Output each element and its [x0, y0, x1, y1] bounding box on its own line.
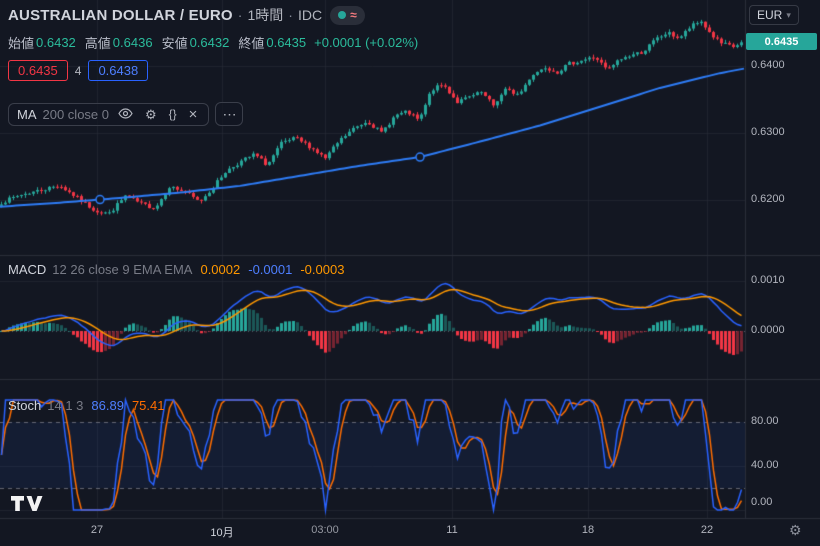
stoch-k-value: 86.89	[91, 398, 124, 413]
delayed-data-icon: ≈	[350, 8, 357, 22]
more-options-button[interactable]: ⋯	[215, 102, 244, 126]
ohlc-row: 始値 0.6432 高値 0.6436 安値 0.6432 終値 0.6435 …	[8, 33, 418, 52]
tradingview-logo[interactable]	[10, 494, 44, 518]
time-axis-label: 10月	[210, 527, 234, 539]
high-value: 0.6436	[112, 35, 153, 50]
macd-signal-value: -0.0003	[300, 262, 345, 277]
change-value: +0.0001 (+0.02%)	[314, 35, 419, 50]
stoch-axis-label: 0.00	[751, 496, 773, 508]
ma-name: MA	[17, 106, 37, 122]
timezone-settings-gear-icon[interactable]: ⚙	[789, 522, 802, 538]
high-label: 高値	[84, 36, 111, 51]
eye-icon[interactable]	[115, 107, 136, 121]
current-price-badge: 0.6435	[746, 33, 817, 50]
stoch-legend-row: Stoch 14 1 3 86.89 75.41	[8, 398, 165, 413]
macd-line-value: -0.0001	[248, 262, 293, 277]
interval-label[interactable]: 1時間	[247, 7, 284, 23]
stoch-name[interactable]: Stoch	[8, 398, 42, 413]
open-value: 0.6432	[36, 35, 76, 50]
stoch-params: 14 1 3	[47, 398, 84, 413]
spread-value: 4	[74, 63, 82, 78]
close-icon[interactable]: ×	[188, 105, 198, 123]
ma-legend-group[interactable]: MA 200 close 0 ⚙ {} ×	[8, 102, 210, 126]
currency-axis-button[interactable]: EUR ▾	[749, 5, 799, 25]
time-axis-label: 03:00	[311, 524, 339, 536]
price-axis-label: 0.6300	[751, 126, 785, 138]
stoch-axis-label: 40.00	[751, 459, 779, 471]
chart-legend-header: AUSTRALIAN DOLLAR / EURO · 1時間 · IDC ≈	[8, 5, 365, 25]
separator-dot: ·	[237, 7, 243, 23]
price-axis-label: 0.6400	[751, 59, 785, 71]
macd-axis-label: 0.0010	[751, 274, 785, 286]
time-axis-label: 18	[581, 524, 595, 536]
separator-dot: ·	[288, 7, 293, 23]
open-label: 始値	[8, 36, 35, 51]
time-axis-label: 27	[90, 524, 104, 536]
macd-legend-row: MACD 12 26 close 9 EMA EMA 0.0002 -0.000…	[8, 262, 344, 277]
quote-widget: 0.6435 4 0.6438	[8, 60, 149, 81]
market-open-icon	[338, 11, 347, 19]
symbol-title[interactable]: AUSTRALIAN DOLLAR / EURO	[8, 6, 233, 24]
low-label: 安値	[161, 36, 188, 51]
currency-label: EUR	[757, 8, 783, 22]
macd-hist-value: 0.0002	[200, 262, 241, 277]
source-code-icon[interactable]: {}	[168, 107, 177, 121]
time-axis-label: 11	[446, 524, 458, 536]
macd-axis-label: 0.0000	[751, 324, 785, 336]
close-value: 0.6435	[266, 35, 307, 50]
exchange-label[interactable]: IDC	[297, 7, 323, 23]
buy-button[interactable]: 0.6438	[88, 60, 149, 81]
ma-params: 200 close 0	[42, 106, 110, 122]
gear-icon[interactable]: ⚙	[145, 106, 157, 122]
macd-params: 12 26 close 9 EMA EMA	[52, 262, 193, 277]
sell-button[interactable]: 0.6435	[8, 60, 68, 81]
market-status-pill[interactable]: ≈	[330, 5, 365, 25]
time-axis-label: 22	[700, 524, 714, 536]
close-label: 終値	[238, 36, 265, 51]
low-value: 0.6432	[189, 35, 230, 50]
stoch-d-value: 75.41	[131, 398, 165, 413]
stoch-axis-label: 80.00	[751, 415, 779, 427]
macd-name[interactable]: MACD	[8, 262, 47, 277]
chevron-down-icon: ▾	[786, 9, 791, 20]
ma-legend-row: MA 200 close 0 ⚙ {} × ⋯	[8, 102, 244, 126]
price-axis-label: 0.6200	[751, 193, 785, 205]
